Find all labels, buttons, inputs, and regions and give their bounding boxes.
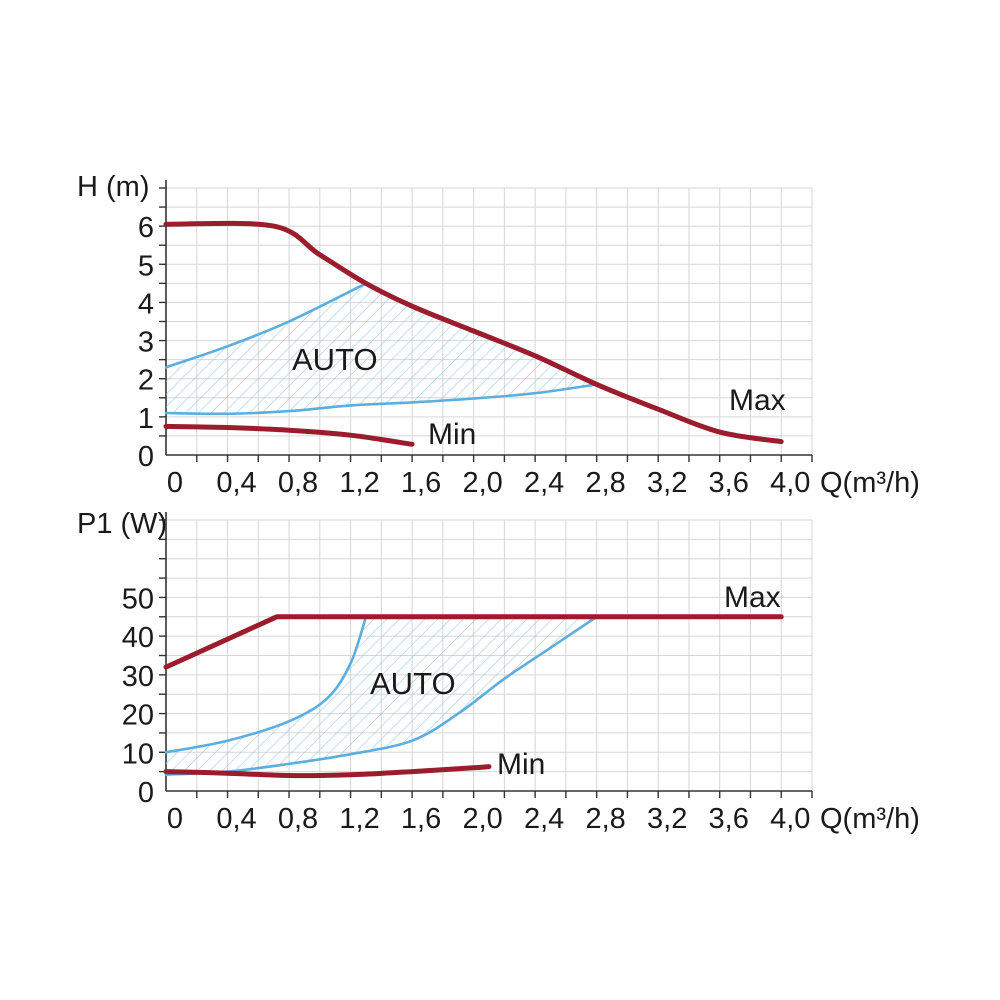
- x-tick-label: 3,6: [709, 467, 749, 499]
- auto-region-label: AUTO: [292, 342, 378, 377]
- x-tick-label: 2,0: [462, 467, 502, 499]
- auto-region-label: AUTO: [370, 666, 456, 701]
- y-axis-label: P1 (W): [77, 508, 167, 540]
- auto-lower-curve: [164, 615, 598, 776]
- y-tick-label: 40: [122, 622, 154, 654]
- x-tick-label: 4,0: [770, 803, 810, 835]
- y-tick-label: 30: [122, 661, 154, 693]
- y-tick-label: 0: [138, 777, 154, 809]
- x-tick-label: 0,8: [278, 467, 318, 499]
- series-min-label: Min: [428, 418, 476, 451]
- series-max-curve: [163, 220, 784, 445]
- series-max-label: Max: [724, 581, 781, 614]
- auto-upper-curve: [164, 615, 368, 754]
- y-tick-label: 5: [138, 250, 154, 282]
- y-tick-label: 4: [138, 288, 154, 320]
- x-tick-label: 3,2: [647, 803, 687, 835]
- x-tick-label: 1,2: [339, 803, 379, 835]
- y-tick-label: 1: [138, 403, 154, 435]
- y-tick-label: 20: [122, 700, 154, 732]
- x-tick-label: 2,8: [586, 467, 626, 499]
- x-tick-label: 1,6: [401, 803, 441, 835]
- y-axis-label: H (m): [77, 171, 149, 203]
- series-max-label: Max: [729, 384, 786, 417]
- y-tick-label: 10: [122, 738, 154, 770]
- series-min-curve: [163, 423, 415, 447]
- x-tick-label: 0: [167, 803, 183, 835]
- x-tick-label: 0,8: [278, 803, 318, 835]
- auto-region-fill: [166, 283, 597, 414]
- auto-lower-curve: [164, 383, 598, 416]
- series-min-curve: [163, 764, 492, 779]
- x-tick-label: 3,6: [709, 803, 749, 835]
- x-tick-label: 1,6: [401, 467, 441, 499]
- y-tick-label: 6: [138, 212, 154, 244]
- x-axis-label: Q(m³/h): [820, 467, 920, 499]
- x-tick-label: 3,2: [647, 467, 687, 499]
- y-tick-label: 3: [138, 327, 154, 359]
- x-tick-label: 4,0: [770, 467, 810, 499]
- series-max-curve: [163, 614, 784, 670]
- x-tick-label: 2,0: [462, 803, 502, 835]
- series-min-label: Min: [497, 748, 545, 781]
- y-tick-label: 50: [122, 583, 154, 615]
- x-tick-label: 2,4: [524, 467, 564, 499]
- y-tick-label: 0: [138, 441, 154, 473]
- x-tick-label: 2,4: [524, 803, 564, 835]
- x-tick-label: 1,2: [339, 467, 379, 499]
- x-tick-label: 0,4: [216, 803, 256, 835]
- x-tick-label: 0: [167, 467, 183, 499]
- y-tick-label: 2: [138, 365, 154, 397]
- x-axis-label: Q(m³/h): [820, 803, 920, 835]
- grid: [166, 187, 813, 455]
- auto-region-fill: [166, 616, 597, 775]
- x-tick-label: 2,8: [586, 803, 626, 835]
- power-chart: AUTO Max Min 0 10 20 30 40 50 0 0,4 0,8 1,2 1,6 2,0 2,4…: [77, 508, 920, 835]
- x-tick-label: 0,4: [216, 467, 256, 499]
- auto-upper-curve: [164, 282, 368, 369]
